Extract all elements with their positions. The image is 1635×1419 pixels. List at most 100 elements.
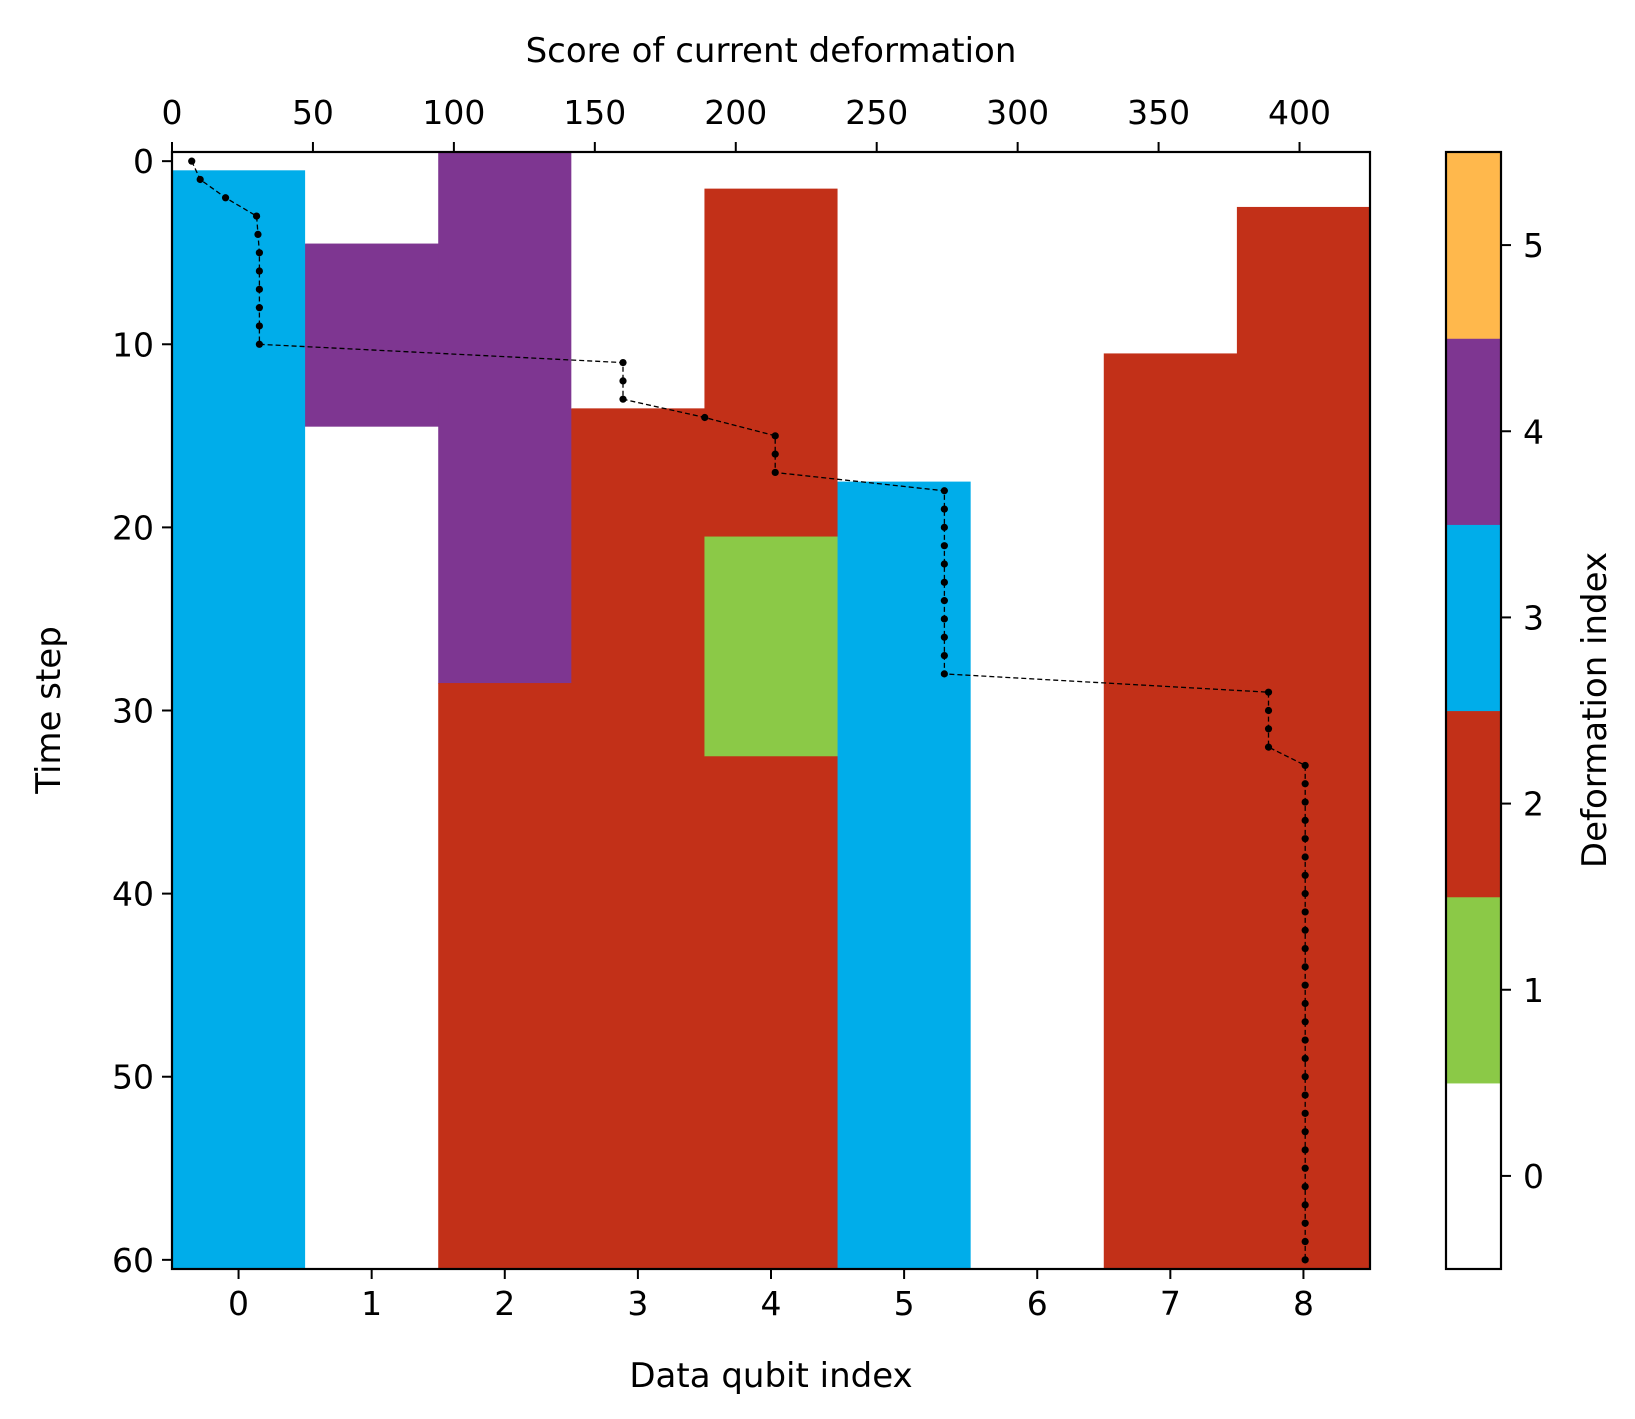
score-point: [940, 487, 948, 495]
score-point: [940, 651, 948, 660]
x-tick-label: 0: [228, 1284, 249, 1323]
score-point: [940, 542, 948, 550]
top-x-tick-label: 100: [422, 93, 485, 132]
score-point: [940, 523, 948, 531]
top-x-tick-label: 400: [1268, 93, 1331, 132]
top-x-tick-label: 350: [1127, 93, 1190, 132]
score-point: [1264, 706, 1273, 715]
score-point: [1301, 1237, 1309, 1246]
colorbar-segment-4: [1446, 338, 1501, 525]
heatmap-cell-q1-3: [305, 243, 439, 428]
y-tick-label: 40: [112, 875, 154, 914]
score-point: [1301, 798, 1309, 806]
score-point: [1264, 743, 1273, 751]
heatmap-cell-q7-16: [1103, 152, 1238, 355]
score-point: [1301, 853, 1309, 861]
score-point: [1301, 908, 1309, 916]
score-point: [940, 633, 948, 641]
score-point: [1301, 1146, 1309, 1154]
score-point: [1301, 999, 1309, 1008]
score-point: [1301, 816, 1309, 824]
score-point: [1301, 871, 1309, 879]
x-tick-label: 7: [1160, 1284, 1181, 1323]
score-point: [188, 157, 196, 165]
score-point: [771, 450, 779, 458]
score-point: [254, 230, 262, 239]
score-point: [1301, 1073, 1309, 1081]
colorbar-tick-label: 0: [1523, 1157, 1544, 1196]
score-point: [1301, 963, 1309, 971]
colorbar-tick-label: 3: [1523, 598, 1544, 637]
x-tick-label: 3: [627, 1284, 648, 1323]
score-point: [1301, 890, 1309, 898]
colorbar: 0 1 2 3 4 5: [1444, 150, 1544, 1271]
score-series: [188, 157, 1309, 1264]
score-point: [1301, 1164, 1309, 1172]
heatmap-cell-q3-8: [571, 408, 706, 1270]
score-point: [1301, 1182, 1309, 1191]
heatmap-cell-q4-10: [704, 188, 839, 538]
score-point: [1264, 688, 1273, 696]
score-point: [619, 377, 627, 385]
score-point: [940, 505, 948, 513]
x-tick-label: 8: [1293, 1284, 1314, 1323]
y-axis-label: Time step: [29, 626, 69, 795]
colorbar-segment-2: [1446, 710, 1501, 898]
score-point: [619, 395, 627, 403]
colorbar-tick-label: 4: [1523, 412, 1544, 451]
colorbar-segment-3: [1446, 524, 1501, 712]
heatmap-cell-q8-18: [1236, 152, 1371, 208]
top-x-tick-label: 0: [162, 93, 183, 132]
score-point: [1301, 944, 1309, 953]
top-x-tick-label: 300: [986, 93, 1049, 132]
score-point: [255, 249, 263, 257]
score-point: [255, 340, 263, 348]
score-point: [196, 175, 204, 184]
heatmap-cell-q6-15: [970, 152, 1105, 1270]
y-tick-label: 10: [112, 325, 154, 364]
y-tick-label: 20: [112, 508, 154, 547]
x-tick-label: 2: [494, 1284, 515, 1323]
colorbar-segment-0: [1446, 1082, 1501, 1270]
score-point: [1301, 1109, 1309, 1117]
y-tick-label: 50: [112, 1058, 154, 1097]
heatmap-cell-q4-11: [704, 536, 839, 757]
x-axis-label: Data qubit index: [629, 1356, 912, 1396]
top-x-tick-label: 200: [704, 93, 767, 132]
top-x-tick-label: 150: [563, 93, 626, 132]
heatmap-cell-q4-12: [704, 756, 839, 1270]
top-x-tick-label: 250: [845, 93, 908, 132]
score-point: [1301, 1036, 1309, 1044]
heatmap-cell-q7-17: [1103, 353, 1238, 1270]
heatmap-cell-q2-6: [438, 683, 572, 1270]
score-point: [940, 615, 948, 623]
colorbar-segment-5: [1446, 152, 1501, 339]
colorbar-tick-label: 1: [1523, 971, 1544, 1010]
score-point: [940, 670, 948, 678]
heatmap-cell-q1-4: [305, 426, 439, 1270]
score-point: [940, 560, 948, 568]
y-tick-label: 0: [133, 142, 154, 181]
score-point: [252, 212, 261, 220]
heatmap-cell-q0-1: [172, 170, 306, 1270]
score-point: [771, 468, 779, 477]
score-point: [1301, 926, 1309, 934]
heatmap-cell-q5-14: [837, 481, 972, 1270]
score-point: [255, 322, 263, 330]
score-point: [940, 597, 948, 605]
top-x-axis-label: Score of current deformation: [526, 31, 1017, 71]
score-point: [1301, 1018, 1309, 1026]
score-point: [1301, 761, 1309, 770]
x-tick-label: 1: [361, 1284, 382, 1323]
score-point: [255, 267, 263, 275]
score-point: [701, 413, 709, 422]
score-point: [771, 432, 779, 440]
axes: 0 1 2 3 4 5 6 7 8 0 10 20 30 40 50 60 0 50 100 150 200 250 300…: [112, 93, 1331, 1323]
score-point: [1264, 725, 1273, 733]
x-tick-label: 5: [894, 1284, 915, 1323]
y-tick-label: 30: [112, 692, 154, 731]
score-point: [221, 194, 230, 202]
heatmap-cell-q5-13: [837, 152, 972, 483]
score-point: [619, 358, 627, 367]
